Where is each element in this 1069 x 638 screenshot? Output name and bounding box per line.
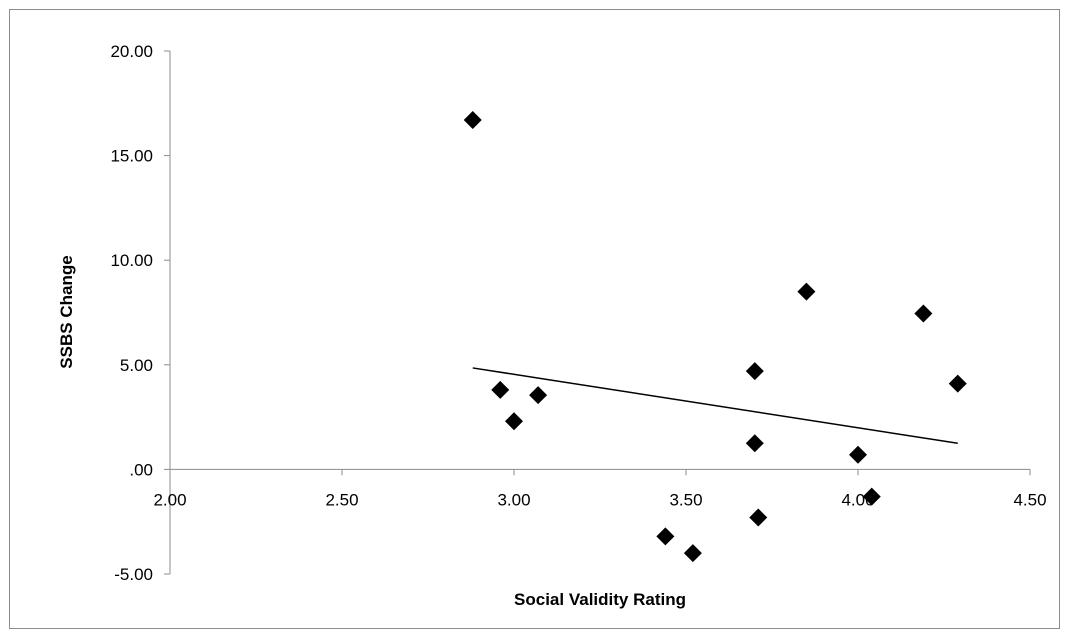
y-tick-label: 5.00 [120, 356, 153, 375]
data-point [745, 434, 764, 453]
x-tick-label: 3.50 [669, 490, 702, 509]
data-point [948, 374, 967, 393]
chart-frame [9, 9, 1060, 629]
data-points [463, 111, 967, 563]
tick-labels: -5.00 .00 5.00 10.00 15.00 20.00 2.00 2.50 3.00 3… [110, 42, 1046, 584]
y-tick-label: .00 [129, 460, 153, 479]
x-tick-label: 2.00 [153, 490, 186, 509]
axes [164, 50, 1031, 575]
x-axis-title: Social Validity Rating [514, 590, 686, 609]
y-tick-label: -5.00 [114, 565, 153, 584]
x-tick-label: 2.50 [325, 490, 358, 509]
trendline-layer [472, 367, 958, 444]
data-point [849, 445, 867, 464]
data-point [749, 508, 768, 527]
data-point [529, 386, 548, 405]
y-axis-title: SSBS Change [57, 255, 76, 368]
y-tick-label: 15.00 [110, 147, 153, 166]
data-point [491, 380, 510, 399]
data-point [797, 282, 816, 301]
y-tick-label: 20.00 [110, 42, 153, 61]
y-tick-label: 10.00 [110, 251, 153, 270]
data-point [862, 487, 881, 506]
data-point [656, 527, 675, 546]
x-tick-label: 4.50 [1013, 490, 1046, 509]
trendline [472, 367, 958, 444]
data-point [683, 544, 702, 563]
data-point [745, 362, 764, 381]
data-point [505, 412, 523, 431]
data-point [914, 304, 933, 323]
x-tick-label: 3.00 [497, 490, 530, 509]
data-point [463, 111, 482, 130]
